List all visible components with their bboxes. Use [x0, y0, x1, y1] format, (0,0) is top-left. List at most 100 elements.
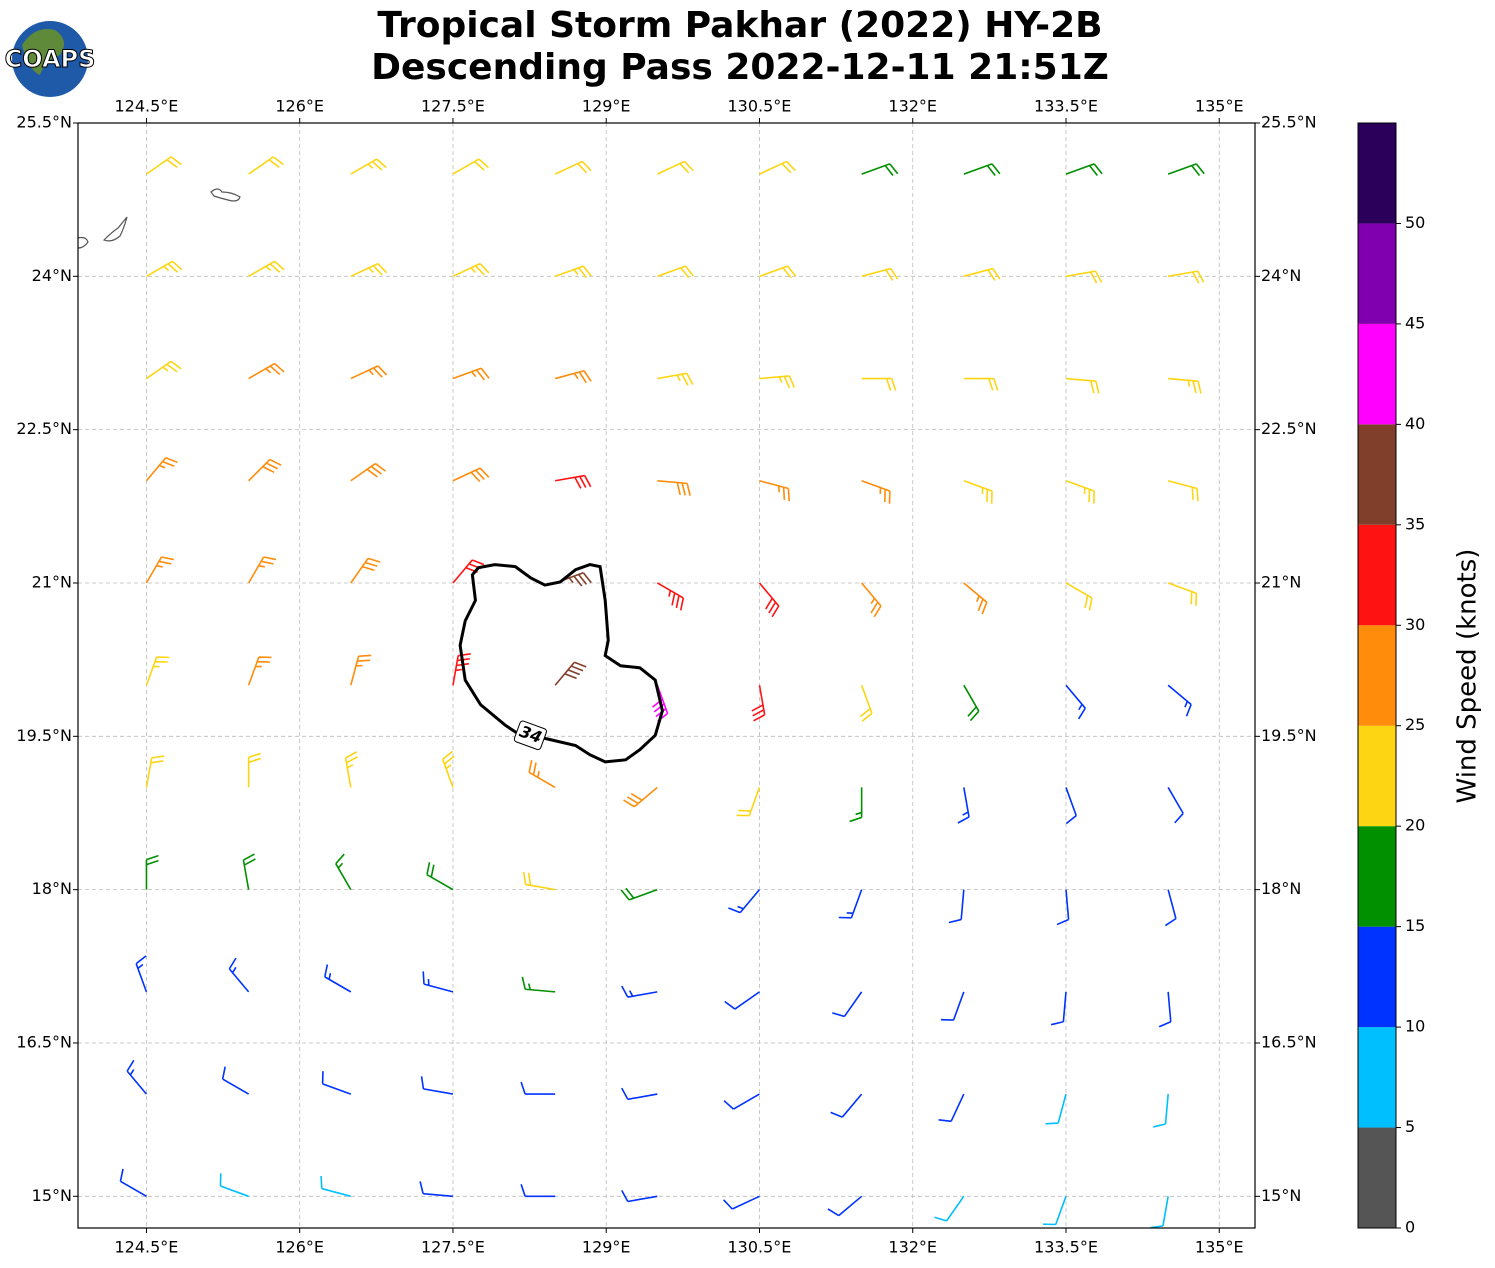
colorbar-tick-label: 40 [1405, 414, 1425, 433]
wind-barb [830, 1093, 863, 1118]
wind-barb [728, 889, 761, 914]
colorbar-tick-label: 20 [1405, 816, 1425, 835]
wind-barb [656, 160, 694, 175]
colorbar-segment [1358, 123, 1396, 224]
wind-barb [452, 559, 485, 584]
x-tick-label: 135°E [1195, 97, 1244, 116]
wind-barb [620, 887, 658, 901]
wind-barb [522, 871, 556, 891]
wind-barb [657, 372, 694, 386]
colorbar-segment [1358, 223, 1396, 324]
wind-barb [1167, 582, 1198, 606]
chart-title: Tropical Storm Pakhar (2022) HY-2B [377, 5, 1102, 46]
grid [78, 122, 1255, 1228]
colorbar-tick-label: 25 [1405, 715, 1425, 734]
wind-barb [759, 265, 797, 279]
wind-barb [1065, 684, 1086, 720]
wind-barb [145, 360, 182, 380]
colorbar: 0 5 10 15 20 25 30 35 40 45 50 [1357, 122, 1425, 1237]
wind-barb [452, 158, 489, 175]
wind-barb [248, 156, 284, 175]
wind-barb [1158, 991, 1172, 1028]
wind-barb [963, 582, 988, 615]
colorbar-tick-label: 10 [1405, 1017, 1425, 1036]
colorbar-tick-label: 50 [1405, 213, 1425, 232]
wind-barb [320, 1175, 352, 1198]
y-tick-label: 18°N [1261, 879, 1301, 898]
wind-barb [452, 467, 490, 483]
wind-barb [1167, 479, 1199, 502]
y-tick-label: 22.5°N [16, 419, 72, 438]
wind-barb [861, 267, 899, 281]
x-tick-label: 129°E [582, 1238, 631, 1257]
y-tick-label: 24°N [32, 266, 72, 285]
wind-barb [248, 458, 282, 482]
wind-barb [146, 260, 183, 278]
wind-barb [554, 265, 592, 279]
wind-barb [248, 362, 285, 380]
wind-barb [838, 889, 863, 919]
colorbar-segment [1358, 725, 1396, 827]
x-tick-label: 132°E [888, 1238, 937, 1257]
colorbar-tick-label: 15 [1405, 916, 1425, 935]
wind-barb [228, 957, 250, 993]
wind-barb [963, 163, 1001, 176]
x-tick-label: 135°E [1195, 1238, 1244, 1257]
wind-barb [1167, 787, 1184, 824]
wind-barb [1168, 270, 1205, 284]
wind-barb [759, 160, 796, 175]
y-tick-label: 21°N [1261, 572, 1301, 591]
wind-barb [554, 474, 592, 489]
y-tick-label: 25.5°N [1261, 113, 1317, 132]
wind-barb [350, 654, 372, 686]
wind-barb [135, 955, 148, 993]
wind-barb [324, 964, 352, 993]
y-tick-label: 19.5°N [1261, 726, 1317, 745]
wind-barb [759, 479, 791, 502]
colorbar-tick-label: 0 [1405, 1218, 1415, 1237]
wind-barb [849, 787, 863, 823]
wind-barb [934, 1195, 965, 1222]
wind-barb [145, 156, 182, 175]
logo-text: COAPS [5, 45, 96, 73]
y-tick-label: 15°N [1261, 1186, 1301, 1205]
y-tick-label: 22.5°N [1261, 419, 1317, 438]
wind-barb [554, 160, 592, 175]
colorbar-tick-label: 5 [1405, 1117, 1415, 1136]
chart-subtitle: Descending Pass 2022-12-11 21:51Z [371, 47, 1109, 88]
wind-barb [520, 1081, 556, 1095]
wind-barb [948, 889, 965, 924]
wind-barb [422, 971, 454, 993]
axes: 124.5°E 124.5°E 126°E 126°E 127.5°E 127.5°E 12… [16, 97, 1316, 1257]
wind-barb [350, 158, 387, 175]
island [210, 188, 241, 202]
wind-barb [420, 1076, 454, 1095]
y-tick-label: 19.5°N [16, 726, 72, 745]
colorbar-frame [1357, 122, 1397, 1229]
wind-barb [723, 1195, 760, 1210]
x-tick-label: 132°E [888, 97, 937, 116]
wind-barb [1150, 1196, 1169, 1228]
wind-barb [1167, 163, 1205, 176]
wind-barb [554, 571, 592, 587]
x-tick-label: 126°E [275, 1238, 324, 1257]
wind-barb [1065, 163, 1103, 176]
wind-barb [119, 1168, 147, 1198]
contour: 34 [458, 563, 664, 764]
colorbar-tick-label: 45 [1405, 313, 1425, 332]
colorbar-segment [1358, 926, 1396, 1028]
wind-barb [554, 370, 592, 384]
wind-barb [963, 480, 993, 504]
wind-barb [938, 1093, 965, 1123]
y-tick-label: 21°N [32, 572, 72, 591]
wind-barb [1164, 889, 1177, 927]
wind-barb [528, 759, 556, 789]
wind-barb [758, 582, 780, 618]
wind-barb [1050, 991, 1067, 1026]
logo: COAPS [4, 21, 96, 97]
wind-barb [859, 684, 873, 722]
wind-barb [1065, 377, 1100, 394]
wind-barb [1045, 1093, 1067, 1125]
